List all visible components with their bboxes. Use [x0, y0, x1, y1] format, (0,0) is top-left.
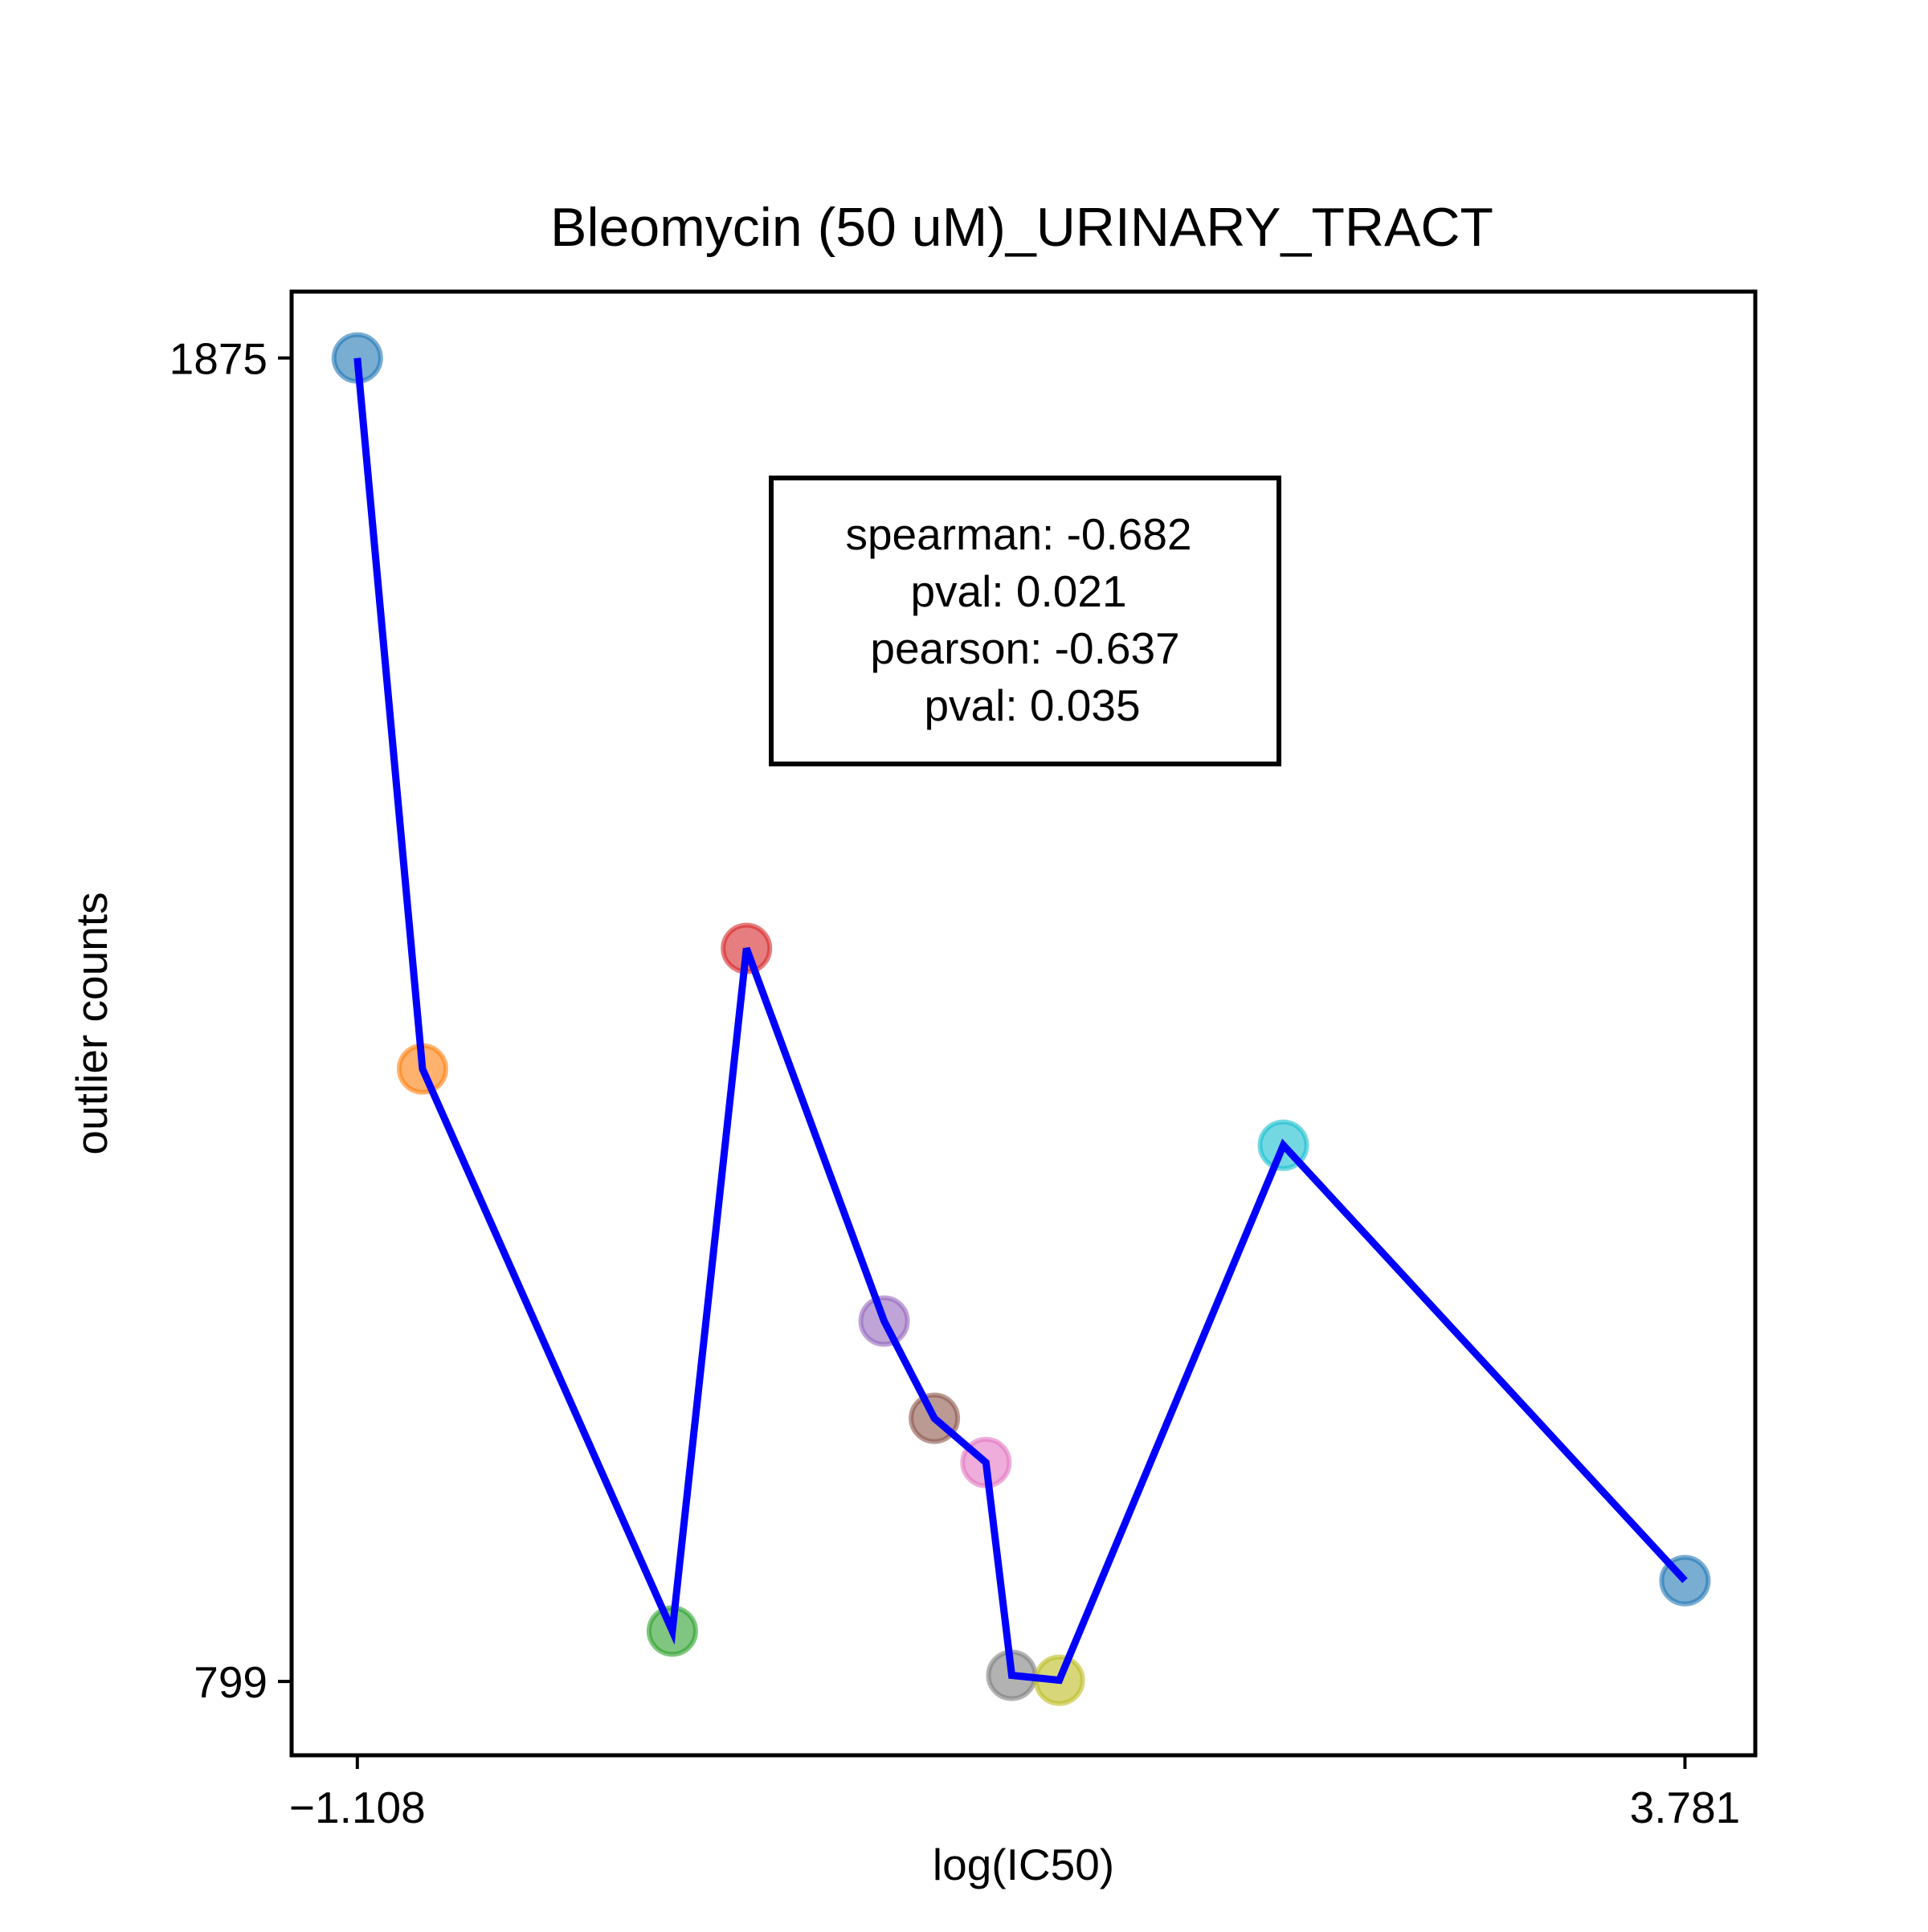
axis-ticks: −1.108 3.781 799 1875 [170, 334, 1741, 1832]
y-axis-label: outlier counts [67, 892, 116, 1154]
x-tick-label-1: −1.108 [289, 1783, 426, 1832]
y-tick-label-2: 1875 [170, 334, 268, 384]
stats-spearman: spearman: -0.682 [845, 509, 1191, 559]
x-tick-label-2: 3.781 [1630, 1783, 1741, 1832]
stats-pearson: pearson: -0.637 [870, 623, 1179, 673]
y-tick-label-1: 799 [194, 1657, 268, 1707]
chart-title: Bleomycin (50 uM)_URINARY_TRACT [550, 197, 1493, 258]
series-line [353, 357, 1688, 1685]
stats-spearman-pval: pval: 0.021 [910, 566, 1126, 616]
stats-box: spearman: -0.682 pval: 0.021 pearson: -0… [769, 476, 1281, 766]
x-axis-label: log(IC50) [933, 1840, 1114, 1889]
plot-frame [289, 289, 1758, 1758]
plot-area [331, 332, 1711, 1706]
stats-pearson-pval: pval: 0.035 [924, 680, 1140, 730]
stats-box-frame [769, 476, 1281, 766]
